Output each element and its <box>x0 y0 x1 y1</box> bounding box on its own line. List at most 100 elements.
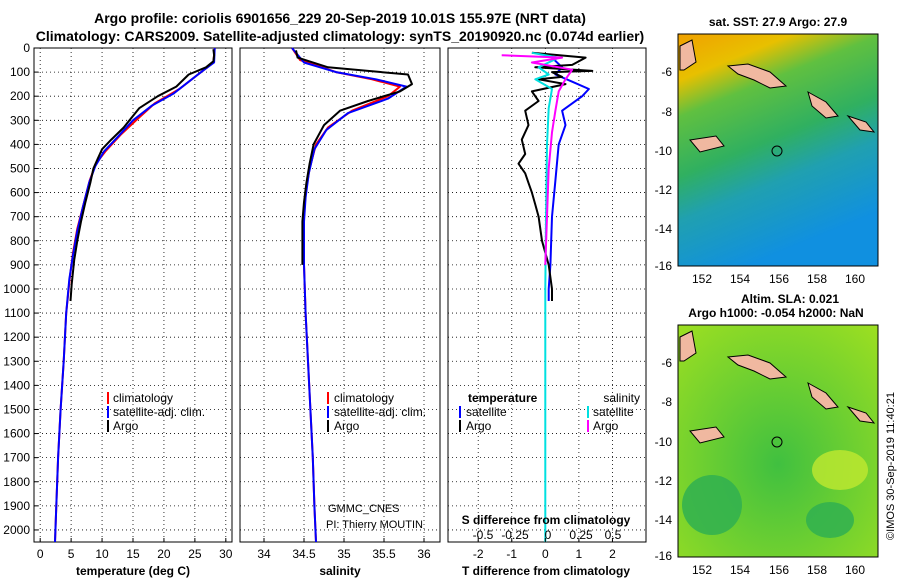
x-tick-label: -1 <box>506 547 517 561</box>
legend-s-argo: Argo <box>593 419 619 433</box>
argo-location-marker <box>771 145 783 157</box>
difference-frame <box>447 47 647 543</box>
legend-climatology: climatology <box>334 391 394 405</box>
island-new-britain <box>726 63 788 89</box>
legend-temperature-title: temperature <box>468 391 538 405</box>
y-tick-label: 1200 <box>3 330 30 344</box>
temperature-legend: climatology satellite-adj. clim. Argo <box>107 391 205 433</box>
y-tick-label: 700 <box>10 210 30 224</box>
x-tick-label: 0 <box>542 547 549 561</box>
y-tick-label: 400 <box>10 137 30 151</box>
sla-map-ticks: -6 -8 -10 -12 -14 -16 152 154 156 158 16… <box>655 356 866 577</box>
argo-location-marker <box>771 436 783 448</box>
sst-map: sat. SST: 27.9 Argo: 27.9 -6 -8 -10 -12 … <box>655 15 879 286</box>
series-line-t-argo <box>517 51 594 301</box>
temperature-series <box>54 47 216 543</box>
sla-map: Altim. SLA: 0.021 Argo h1000: -0.054 h20… <box>655 292 879 577</box>
x-tick-label: 35.5 <box>372 547 396 561</box>
top-tick-label: 0.5 <box>605 528 622 542</box>
imos-watermark: ©IMOS 30-Sep-2019 11:40:21 <box>885 392 897 540</box>
sla-high-patch <box>812 450 868 490</box>
sst-map-header: sat. SST: 27.9 Argo: 27.9 <box>709 15 848 29</box>
figure-title-line2: Climatology: CARS2009. Satellite-adjuste… <box>35 28 645 44</box>
series-line-satellite-adj-clim- <box>54 47 216 543</box>
y-tick-label: 600 <box>10 186 30 200</box>
y-tick-label: 0 <box>23 41 30 55</box>
top-tick-label: 0 <box>545 528 552 542</box>
island-papua-tip <box>689 135 725 153</box>
y-tick-label: 1300 <box>3 354 30 368</box>
x-tick-label: 25 <box>188 547 202 561</box>
difference-panel: -2 -1 0 1 2 T difference from climatology S … <box>447 47 647 578</box>
salinity-series <box>291 47 413 543</box>
x-tick-label: 20 <box>157 547 171 561</box>
temperature-panel: 0 5 10 15 20 25 30 0 100 200 300 400 500 600 700 800 90… <box>3 41 233 578</box>
lon-tick-label: 160 <box>845 563 865 577</box>
y-tick-label: 1000 <box>3 282 30 296</box>
legend-t-argo: Argo <box>466 419 492 433</box>
y-tick-label: 1100 <box>4 306 30 320</box>
island-png <box>679 330 697 362</box>
legend-argo: Argo <box>113 419 139 433</box>
top-tick-label: -0.5 <box>473 528 494 542</box>
lon-tick-label: 154 <box>730 272 750 286</box>
lat-tick-label: -6 <box>661 65 672 79</box>
sst-map-ticks: -6 -8 -10 -12 -14 -16 152 154 156 158 16… <box>655 65 866 286</box>
lat-tick-label: -12 <box>655 474 673 488</box>
x-tick-label: 0 <box>37 547 44 561</box>
salinity-panel: 34 34.5 35 35.5 36 salinity climatology sate… <box>239 47 441 578</box>
legend-satellite: satellite-adj. clim. <box>113 405 205 419</box>
y-tick-label: 900 <box>10 258 30 272</box>
x-tick-label: 2 <box>609 547 616 561</box>
legend-argo: Argo <box>334 419 360 433</box>
temperature-grid <box>34 47 232 542</box>
sla-low-patch <box>682 475 742 535</box>
x-tick-label: -2 <box>473 547 484 561</box>
x-tick-label: 30 <box>219 547 233 561</box>
salinity-x-label: salinity <box>319 564 361 578</box>
figure-title-line1: Argo profile: coriolis 6901656_229 20-Se… <box>94 10 586 26</box>
temperature-x-ticks: 0 5 10 15 20 25 30 <box>37 538 233 561</box>
lat-tick-label: -6 <box>661 356 672 370</box>
lat-tick-label: -16 <box>655 259 673 273</box>
series-line-argo <box>69 49 216 302</box>
legend-t-satellite: satellite <box>466 405 507 419</box>
difference-top-label: S difference from climatology <box>462 513 631 527</box>
top-tick-label: -0.25 <box>501 528 529 542</box>
series-line-argo <box>295 50 413 265</box>
island-solomon <box>846 405 876 424</box>
y-tick-label: 2000 <box>3 523 30 537</box>
salinity-legend: climatology satellite-adj. clim. Argo <box>327 391 426 433</box>
x-tick-label: 35 <box>337 547 351 561</box>
legend-s-satellite: satellite <box>593 405 634 419</box>
y-tick-label: 100 <box>10 65 30 79</box>
difference-legend: temperature satellite Argo salinity sate… <box>459 391 640 433</box>
lat-tick-label: -14 <box>655 513 673 527</box>
x-tick-label: 15 <box>126 547 140 561</box>
island-solomon <box>846 114 876 133</box>
sla-map-subheader: Argo h1000: -0.054 h2000: NaN <box>688 306 863 320</box>
y-tick-label: 800 <box>10 234 30 248</box>
difference-x-label: T difference from climatology <box>462 564 630 578</box>
y-tick-label: 1500 <box>3 402 30 416</box>
lon-tick-label: 152 <box>692 272 712 286</box>
y-tick-label: 500 <box>10 161 30 175</box>
y-tick-label: 1800 <box>3 475 30 489</box>
series-line-s-satellite <box>531 51 560 542</box>
x-tick-label: 10 <box>95 547 109 561</box>
y-tick-label: 1600 <box>3 427 30 441</box>
salinity-frame <box>239 47 441 543</box>
lat-tick-label: -10 <box>655 435 673 449</box>
salinity-x-ticks: 34 34.5 35 35.5 36 <box>257 538 431 561</box>
island-png <box>679 39 697 71</box>
island-papua-tip <box>689 426 725 444</box>
x-tick-label: 1 <box>576 547 583 561</box>
legend-satellite: satellite-adj. clim. <box>334 405 426 419</box>
difference-series <box>501 51 594 542</box>
island-new-britain <box>726 354 788 380</box>
lon-tick-label: 156 <box>769 272 789 286</box>
lon-tick-label: 158 <box>807 563 827 577</box>
credit-pi: PI: Thierry MOUTIN <box>326 519 423 531</box>
difference-grid <box>448 47 646 542</box>
